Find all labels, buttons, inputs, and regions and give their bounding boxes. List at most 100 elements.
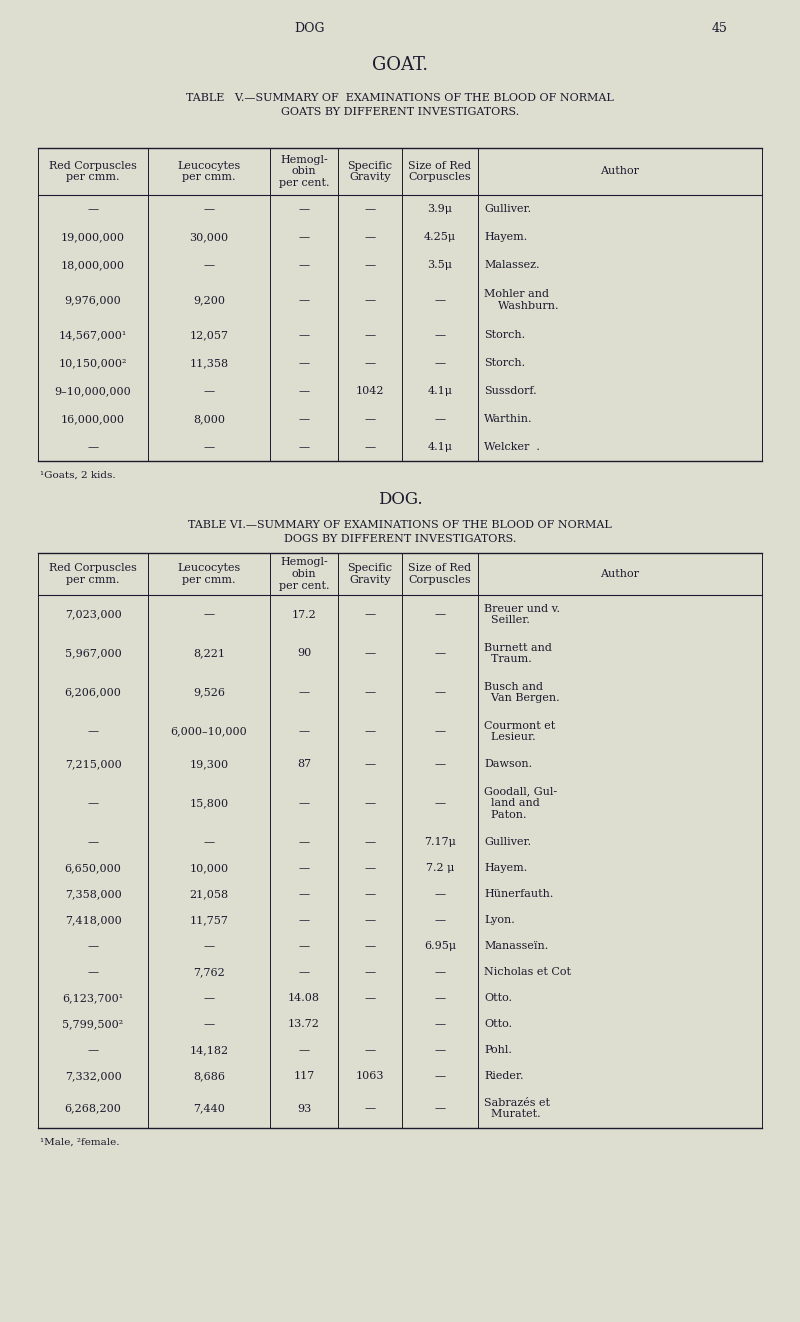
Text: 93: 93 xyxy=(297,1104,311,1113)
Text: 10,000: 10,000 xyxy=(190,863,229,873)
Text: —: — xyxy=(365,649,375,658)
Text: 5,967,000: 5,967,000 xyxy=(65,649,122,658)
Text: —: — xyxy=(203,1019,214,1029)
Text: Leucocytes
per cmm.: Leucocytes per cmm. xyxy=(178,161,241,182)
Text: —: — xyxy=(298,966,310,977)
Text: 9–10,000,000: 9–10,000,000 xyxy=(54,386,131,397)
Text: Manasseïn.: Manasseïn. xyxy=(484,941,548,951)
Text: DOG: DOG xyxy=(294,21,326,34)
Text: —: — xyxy=(365,414,375,424)
Text: 18,000,000: 18,000,000 xyxy=(61,260,125,270)
Text: ¹Goats, 2 kids.: ¹Goats, 2 kids. xyxy=(40,471,116,480)
Text: —: — xyxy=(365,442,375,452)
Text: Leucocytes
per cmm.: Leucocytes per cmm. xyxy=(178,563,241,584)
Text: 12,057: 12,057 xyxy=(190,330,229,340)
Text: —: — xyxy=(365,915,375,925)
Text: —: — xyxy=(365,837,375,847)
Text: 6,206,000: 6,206,000 xyxy=(65,687,122,698)
Text: —: — xyxy=(298,837,310,847)
Text: —: — xyxy=(298,260,310,270)
Text: —: — xyxy=(434,888,446,899)
Text: —: — xyxy=(365,358,375,368)
Text: —: — xyxy=(298,231,310,242)
Text: 4.1μ: 4.1μ xyxy=(427,442,453,452)
Text: 21,058: 21,058 xyxy=(190,888,229,899)
Text: —: — xyxy=(203,837,214,847)
Text: —: — xyxy=(434,295,446,305)
Text: —: — xyxy=(87,798,98,808)
Text: —: — xyxy=(365,260,375,270)
Text: —: — xyxy=(298,915,310,925)
Text: Red Corpuscles
per cmm.: Red Corpuscles per cmm. xyxy=(49,161,137,182)
Text: —: — xyxy=(87,941,98,951)
Text: —: — xyxy=(298,204,310,214)
Text: 11,757: 11,757 xyxy=(190,915,229,925)
Text: TABLE   V.—SUMMARY OF  EXAMINATIONS OF THE BLOOD OF NORMAL: TABLE V.—SUMMARY OF EXAMINATIONS OF THE … xyxy=(186,93,614,103)
Text: —: — xyxy=(365,295,375,305)
Text: 7,418,000: 7,418,000 xyxy=(65,915,122,925)
Text: —: — xyxy=(365,941,375,951)
Text: Burnett and
  Traum.: Burnett and Traum. xyxy=(484,642,552,664)
Text: Gulliver.: Gulliver. xyxy=(484,204,531,214)
Text: —: — xyxy=(298,414,310,424)
Text: 8,686: 8,686 xyxy=(193,1071,225,1081)
Text: 6,650,000: 6,650,000 xyxy=(65,863,122,873)
Text: —: — xyxy=(434,798,446,808)
Text: ¹Male, ²female.: ¹Male, ²female. xyxy=(40,1137,119,1146)
Text: —: — xyxy=(298,295,310,305)
Text: Warthin.: Warthin. xyxy=(484,414,533,424)
Text: Specific
Gravity: Specific Gravity xyxy=(347,563,393,584)
Text: —: — xyxy=(434,330,446,340)
Text: GOAT.: GOAT. xyxy=(372,56,428,74)
Text: —: — xyxy=(203,993,214,1003)
Text: 19,000,000: 19,000,000 xyxy=(61,231,125,242)
Text: —: — xyxy=(365,687,375,698)
Text: —: — xyxy=(434,759,446,769)
Text: Specific
Gravity: Specific Gravity xyxy=(347,161,393,182)
Text: Hünerfauth.: Hünerfauth. xyxy=(484,888,554,899)
Text: Author: Author xyxy=(601,568,639,579)
Text: 5,799,500²: 5,799,500² xyxy=(62,1019,124,1029)
Text: Hayem.: Hayem. xyxy=(484,231,527,242)
Text: —: — xyxy=(203,442,214,452)
Text: Pohl.: Pohl. xyxy=(484,1044,512,1055)
Text: Author: Author xyxy=(601,167,639,177)
Text: 6,123,700¹: 6,123,700¹ xyxy=(62,993,123,1003)
Text: 1063: 1063 xyxy=(356,1071,384,1081)
Text: 4.1μ: 4.1μ xyxy=(427,386,453,397)
Text: DOG.: DOG. xyxy=(378,490,422,508)
Text: 19,300: 19,300 xyxy=(190,759,229,769)
Text: —: — xyxy=(365,863,375,873)
Text: —: — xyxy=(434,1044,446,1055)
Text: —: — xyxy=(365,727,375,736)
Text: —: — xyxy=(434,993,446,1003)
Text: —: — xyxy=(365,204,375,214)
Text: Courmont et
  Lesieur.: Courmont et Lesieur. xyxy=(484,720,555,742)
Text: —: — xyxy=(203,609,214,620)
Text: 6,000–10,000: 6,000–10,000 xyxy=(170,727,247,736)
Text: Mohler and
    Washburn.: Mohler and Washburn. xyxy=(484,290,558,311)
Text: Busch and
  Van Bergen.: Busch and Van Bergen. xyxy=(484,682,560,703)
Text: —: — xyxy=(365,1044,375,1055)
Text: —: — xyxy=(365,798,375,808)
Text: 9,526: 9,526 xyxy=(193,687,225,698)
Text: —: — xyxy=(87,966,98,977)
Text: 7,440: 7,440 xyxy=(193,1104,225,1113)
Text: —: — xyxy=(434,1104,446,1113)
Text: —: — xyxy=(298,358,310,368)
Text: —: — xyxy=(298,888,310,899)
Text: —: — xyxy=(365,888,375,899)
Text: —: — xyxy=(87,1044,98,1055)
Text: 7,358,000: 7,358,000 xyxy=(65,888,122,899)
Text: 16,000,000: 16,000,000 xyxy=(61,414,125,424)
Text: —: — xyxy=(365,759,375,769)
Text: 7,332,000: 7,332,000 xyxy=(65,1071,122,1081)
Text: —: — xyxy=(298,798,310,808)
Text: —: — xyxy=(434,609,446,620)
Text: —: — xyxy=(203,941,214,951)
Text: 87: 87 xyxy=(297,759,311,769)
Text: —: — xyxy=(298,941,310,951)
Text: —: — xyxy=(434,727,446,736)
Text: GOATS BY DIFFERENT INVESTIGATORS.: GOATS BY DIFFERENT INVESTIGATORS. xyxy=(281,107,519,118)
Text: —: — xyxy=(434,687,446,698)
